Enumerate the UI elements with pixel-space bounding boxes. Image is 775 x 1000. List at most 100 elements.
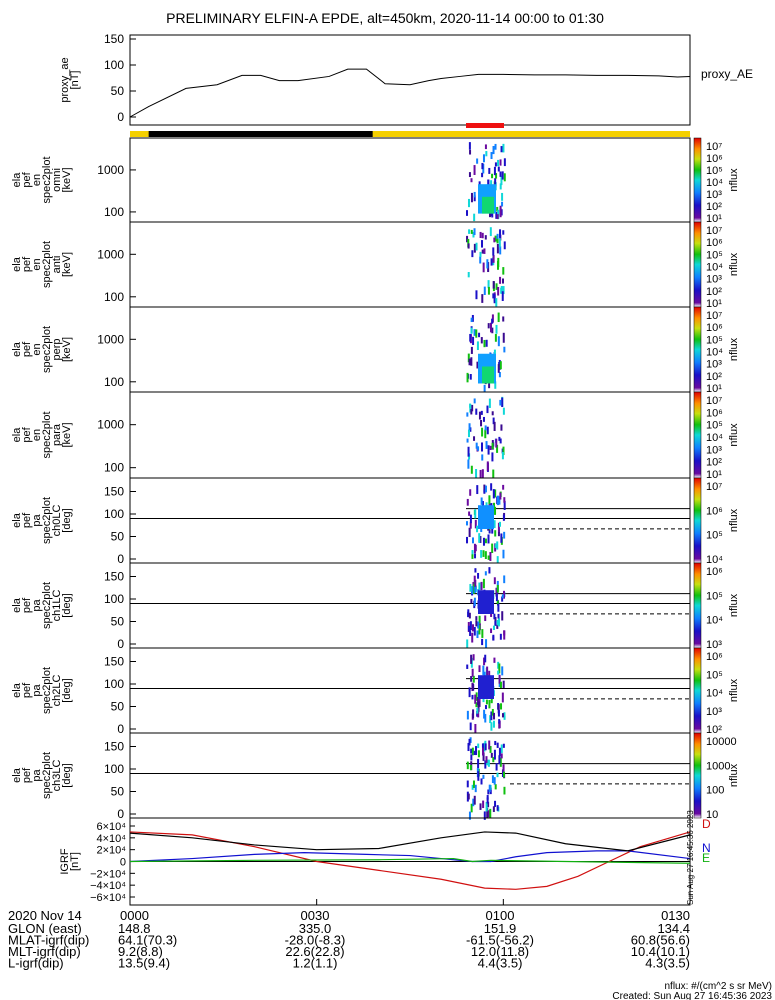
ylabel-line: ela xyxy=(11,597,23,613)
panel-6: elapefpaspec2plotch1LC[deg]15010050010⁶1… xyxy=(11,562,740,651)
data-cell xyxy=(499,399,502,406)
plot-frame xyxy=(129,562,691,649)
data-cell xyxy=(480,778,483,785)
footer-value: -28.0(-8.3) xyxy=(285,933,346,948)
data-cell xyxy=(467,353,470,363)
legend-E: E xyxy=(702,851,710,865)
data-cell xyxy=(466,639,469,649)
data-cell xyxy=(492,281,495,289)
data-cell xyxy=(470,192,473,203)
data-cell xyxy=(480,410,483,415)
data-cell xyxy=(472,798,475,807)
data-cell xyxy=(502,230,505,235)
data-cell xyxy=(469,722,472,731)
data-cell xyxy=(470,754,473,761)
data-cell xyxy=(484,743,487,751)
ytick-label: 0 xyxy=(117,722,124,736)
data-cell xyxy=(493,613,496,620)
colorbar-ramp xyxy=(693,391,702,479)
data-cell xyxy=(499,681,502,688)
data-cell xyxy=(468,358,471,366)
data-cell xyxy=(494,784,497,790)
legend-D: D xyxy=(702,817,711,831)
data-cell xyxy=(474,553,477,559)
ytick-label: 50 xyxy=(111,785,125,799)
data-cell xyxy=(497,670,500,675)
data-cell xyxy=(486,795,489,800)
footer-value: 12.0(11.8) xyxy=(471,944,529,959)
data-cell xyxy=(466,235,469,243)
data-cell xyxy=(475,702,478,708)
data-cell xyxy=(475,469,478,479)
data-cell xyxy=(497,336,500,347)
ylabel-line: spec2plot xyxy=(41,667,53,714)
data-cell xyxy=(497,159,500,167)
data-cell xyxy=(493,237,496,243)
data-cell xyxy=(497,166,500,172)
data-cell xyxy=(488,700,491,709)
data-cell xyxy=(469,374,472,380)
data-cell xyxy=(497,618,500,627)
colorbar-tick: 10⁶ xyxy=(706,505,723,517)
data-cell xyxy=(501,594,504,599)
data-cell xyxy=(491,543,494,554)
data-cell xyxy=(472,624,475,632)
data-cell xyxy=(501,291,504,301)
data-cell xyxy=(491,452,494,462)
data-cell xyxy=(483,248,486,254)
data-cell xyxy=(474,784,477,793)
colorbar: 10⁶ 10⁵ 10⁴ 10³ nflux xyxy=(693,562,740,651)
data-cell xyxy=(473,750,476,756)
plot-frame xyxy=(129,221,691,308)
footer-value: 148.8 xyxy=(118,921,151,936)
colorbar-tick: 10⁵ xyxy=(706,420,723,432)
footer-row-label: GLON (east) xyxy=(8,921,82,936)
data-cell xyxy=(492,806,495,812)
data-cell xyxy=(489,808,492,819)
data-cell xyxy=(502,484,505,490)
data-cell xyxy=(484,235,487,240)
series-proxy-ae xyxy=(129,68,691,118)
data-cell xyxy=(502,549,505,559)
data-cell xyxy=(484,615,487,622)
colorbar-tick: 10⁶ xyxy=(706,322,723,334)
shadow-bar xyxy=(148,131,373,137)
data-cell xyxy=(500,533,503,543)
data-cell xyxy=(468,687,471,698)
data-cell xyxy=(466,372,469,383)
data-cell xyxy=(470,317,473,323)
data-cell xyxy=(469,621,472,631)
data-cell xyxy=(494,620,497,626)
data-cell xyxy=(481,427,484,437)
data-cell xyxy=(468,142,471,150)
colorbar-tick: 10³ xyxy=(706,444,722,456)
data-cell xyxy=(467,446,470,457)
data-cell xyxy=(468,612,471,619)
data-cell xyxy=(496,444,499,453)
data-cell xyxy=(484,713,487,723)
data-cell xyxy=(472,231,475,238)
data-cell xyxy=(501,666,504,676)
data-cell xyxy=(483,811,486,820)
data-cell xyxy=(495,211,498,219)
data-cell xyxy=(482,416,485,422)
data-cell xyxy=(480,419,483,427)
ylabel-line: para xyxy=(51,423,63,446)
data-cell xyxy=(499,276,502,284)
data-cell xyxy=(481,442,484,452)
colorbar-tick: 10¹ xyxy=(706,298,722,310)
colorbar-tick: 10⁷ xyxy=(706,310,722,322)
data-cell xyxy=(493,294,496,304)
data-cell xyxy=(484,551,487,560)
colorbar-tick: 10000 xyxy=(706,736,737,748)
data-cell xyxy=(471,586,474,595)
data-cell xyxy=(487,445,490,455)
data-cell xyxy=(496,233,499,244)
data-cell xyxy=(489,715,492,724)
ylabel-line: ela xyxy=(11,341,23,357)
plot-frame xyxy=(129,391,691,479)
data-cell xyxy=(474,568,477,573)
data-cell xyxy=(474,723,477,734)
data-cell xyxy=(503,500,506,510)
